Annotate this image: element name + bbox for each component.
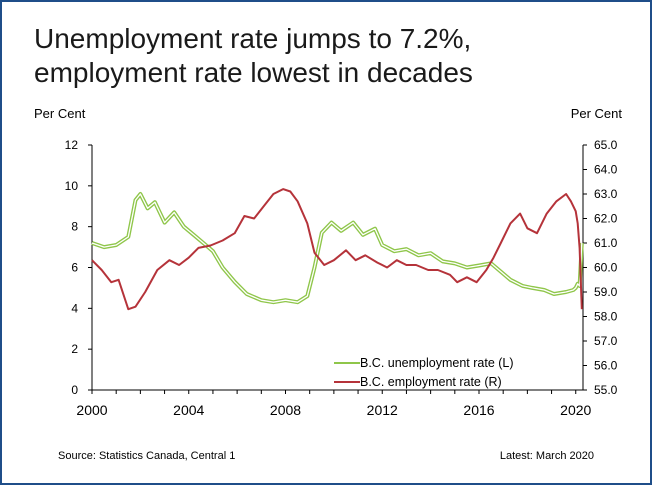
left-tick-label: 4 xyxy=(71,301,78,315)
right-tick-label: 59.0 xyxy=(594,285,618,299)
employment-rate-line xyxy=(92,189,582,309)
right-tick-label: 58.0 xyxy=(594,310,618,324)
x-tick-label: 2008 xyxy=(270,402,301,418)
x-tick-label: 2016 xyxy=(463,402,494,418)
x-tick-label: 2020 xyxy=(560,402,591,418)
left-axis-label: Per Cent xyxy=(34,106,86,121)
legend-unemployment-label: B.C. unemployment rate (L) xyxy=(360,356,514,370)
series-layer xyxy=(92,189,582,309)
left-tick-label: 8 xyxy=(71,220,78,234)
right-tick-label: 62.0 xyxy=(594,212,618,226)
left-tick-label: 12 xyxy=(65,138,79,152)
left-tick-label: 10 xyxy=(65,179,79,193)
right-tick-label: 55.0 xyxy=(594,383,618,397)
right-tick-label: 60.0 xyxy=(594,261,618,275)
unemployment-rate-line-outer xyxy=(92,194,582,302)
legend-employment-label: B.C. employment rate (R) xyxy=(360,375,502,389)
right-tick-label: 57.0 xyxy=(594,334,618,348)
right-axis-label: Per Cent xyxy=(571,106,623,121)
right-tick-label: 61.0 xyxy=(594,236,618,250)
left-tick-label: 2 xyxy=(71,342,78,356)
source-note: Source: Statistics Canada, Central 1 xyxy=(58,450,235,462)
right-tick-label: 64.0 xyxy=(594,163,618,177)
unemployment-rate-line-inner xyxy=(92,194,582,302)
x-tick-label: 2004 xyxy=(173,402,204,418)
latest-note: Latest: March 2020 xyxy=(500,450,594,462)
right-tick-label: 65.0 xyxy=(594,138,618,152)
legend: B.C. unemployment rate (L) B.C. employme… xyxy=(334,356,514,389)
x-tick-label: 2000 xyxy=(76,402,107,418)
left-tick-label: 6 xyxy=(71,261,78,275)
right-tick-label: 56.0 xyxy=(594,359,618,373)
x-tick-label: 2012 xyxy=(367,402,398,418)
right-tick-label: 63.0 xyxy=(594,187,618,201)
left-tick-label: 0 xyxy=(71,383,78,397)
axes: 0 2 4 6 8 10 12 55.0 56.0 57.0 58.0 59.0 60.0 61.0 62.… xyxy=(65,138,618,418)
